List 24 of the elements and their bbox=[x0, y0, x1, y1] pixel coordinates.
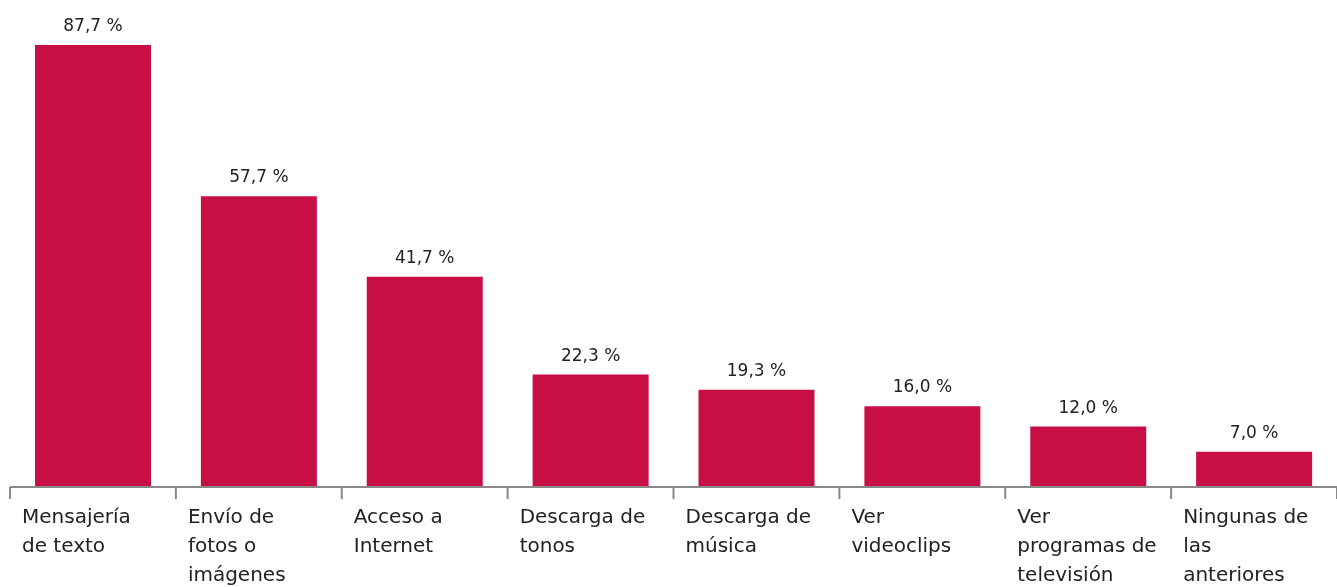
x-tick-label: Acceso a Internet bbox=[353, 504, 443, 557]
data-label: 57,7 % bbox=[229, 166, 289, 187]
bar bbox=[864, 406, 981, 487]
x-tick-label: Ver videoclips bbox=[851, 504, 952, 557]
data-label: 41,7 % bbox=[395, 246, 455, 267]
x-tick-label: Descarga de música bbox=[685, 504, 812, 557]
data-label: 7,0 % bbox=[1229, 421, 1279, 442]
bar bbox=[1030, 426, 1147, 487]
x-tick-label: Envío de fotos o imágenes bbox=[187, 504, 286, 586]
x-tick-label: Descarga de tonos bbox=[519, 504, 646, 557]
bar bbox=[35, 45, 151, 487]
data-label: 19,3 % bbox=[726, 359, 787, 380]
data-label: 12,0 % bbox=[1058, 396, 1118, 417]
data-label: 16,0 % bbox=[892, 376, 953, 397]
data-label: 87,7 % bbox=[63, 15, 123, 35]
x-tick-label: Mensajería de texto bbox=[22, 504, 131, 557]
x-tick-label: Ver programas de televisión bbox=[1017, 504, 1157, 586]
bar bbox=[366, 276, 483, 487]
x-tick-label: Ningunas de las anteriores bbox=[1183, 504, 1309, 586]
bar bbox=[698, 389, 815, 487]
bar bbox=[532, 374, 649, 487]
data-label: 22,3 % bbox=[560, 344, 621, 365]
bar bbox=[1196, 451, 1313, 487]
bar bbox=[200, 196, 317, 487]
